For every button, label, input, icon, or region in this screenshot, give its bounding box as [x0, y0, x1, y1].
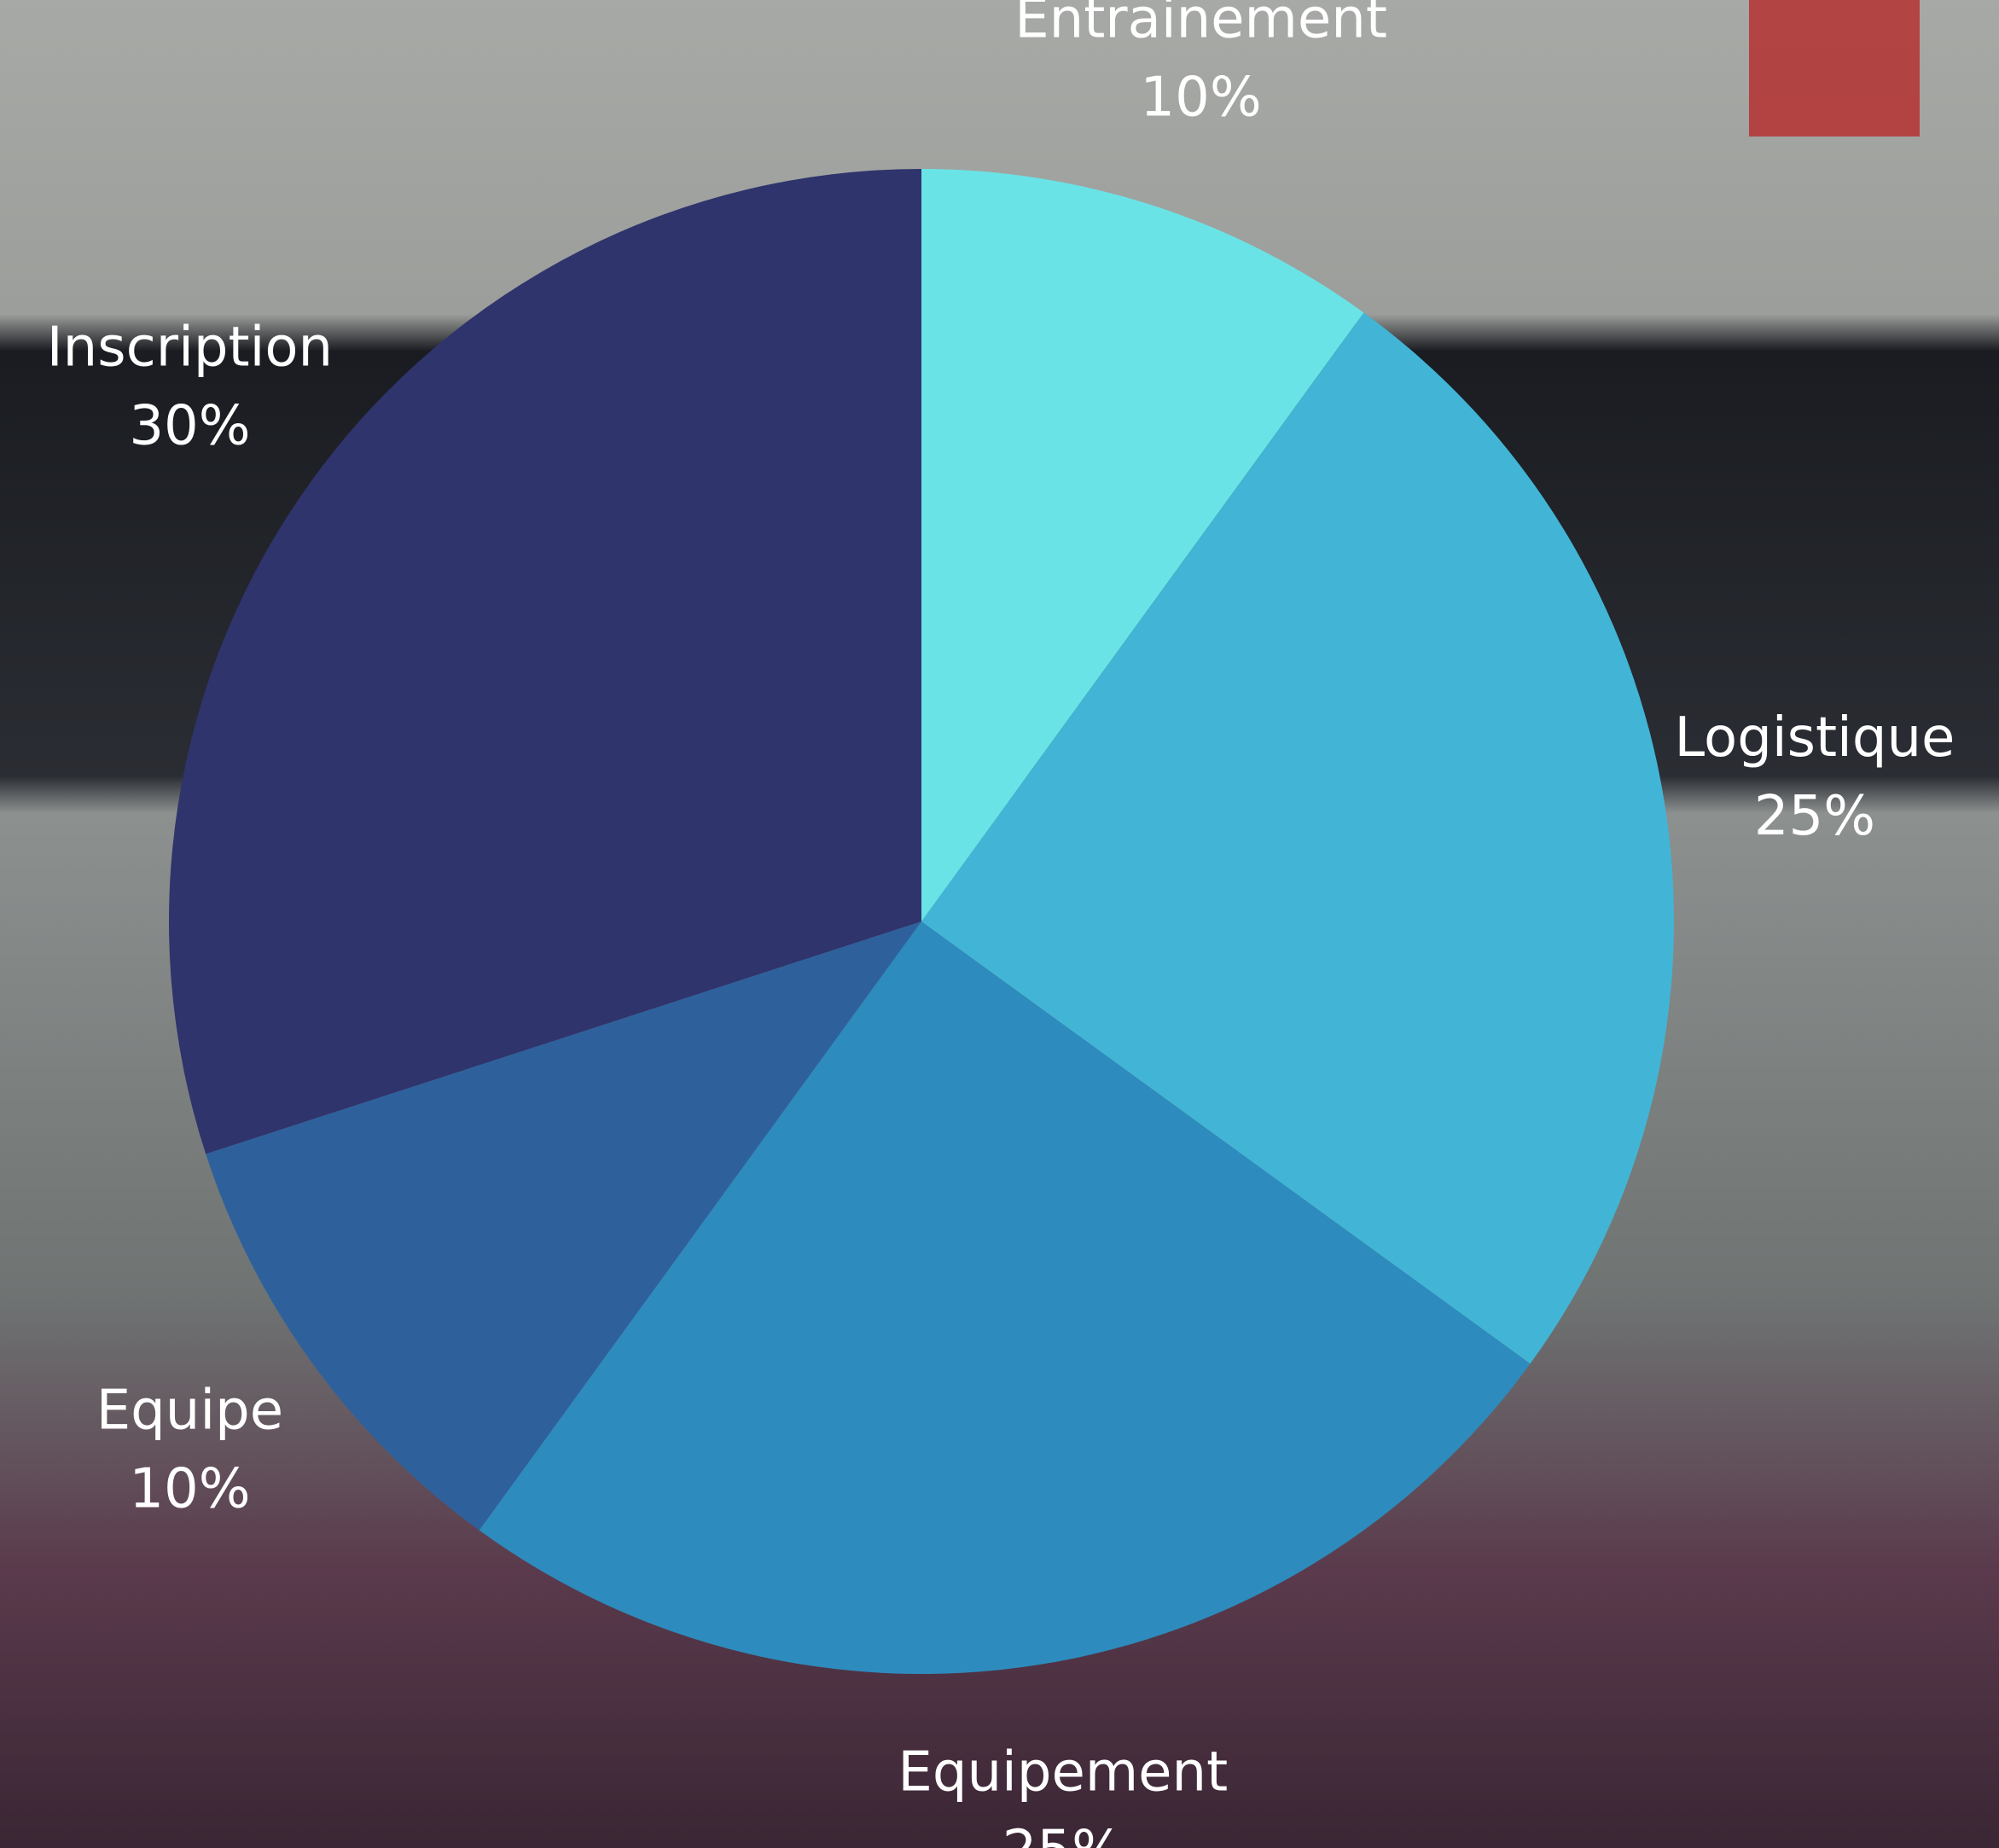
slice-label: Equipe [96, 1380, 283, 1443]
chart: Entrainement 10% Logistique 25% Equipement 25… [0, 0, 1999, 1848]
slice-label: Inscription [47, 317, 333, 380]
slice-value-label: 25% [1754, 785, 1875, 848]
slice-value-label: 10% [129, 1458, 250, 1521]
slice-label: Equipement [898, 1741, 1228, 1804]
slice-value-label: 10% [1140, 66, 1261, 129]
slice-label: Entrainement [1014, 0, 1387, 50]
slice-value-label: 30% [129, 395, 250, 458]
slice-label: Logistique [1675, 706, 1955, 770]
slice-value-label: 25% [1002, 1820, 1124, 1848]
background-sign [1749, 0, 1920, 137]
